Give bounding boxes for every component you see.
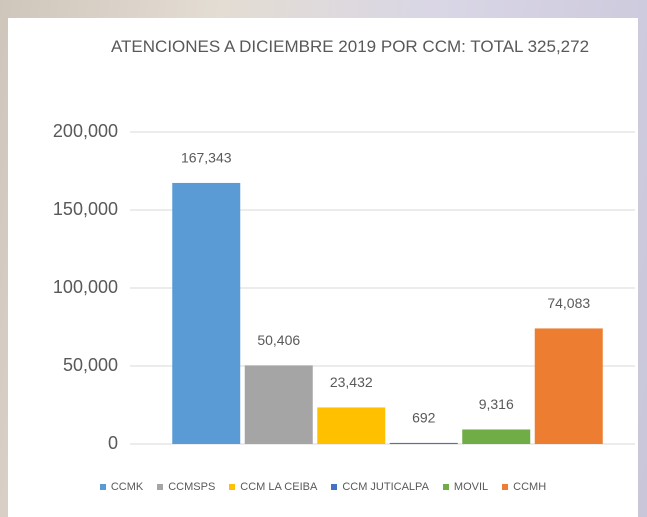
legend-swatch (100, 484, 106, 490)
y-tick-label: 0 (108, 433, 118, 453)
bar (390, 443, 458, 444)
bar (245, 365, 313, 444)
legend-swatch (157, 484, 163, 490)
legend-label: CCMSPS (168, 481, 215, 493)
legend-item: CCM LA CEIBA (229, 481, 317, 493)
data-label: 23,432 (330, 374, 373, 390)
legend-swatch (331, 484, 337, 490)
legend-item: CCMK (100, 481, 143, 493)
data-label: 167,343 (181, 150, 232, 166)
y-tick-label: 100,000 (53, 277, 118, 297)
page: 0 50,000 100,000 150,000 200,000 167,343 50,40… (0, 0, 647, 517)
legend-label: CCM JUTICALPA (342, 481, 429, 493)
data-label: 50,406 (257, 332, 300, 348)
bar (172, 183, 240, 444)
legend-swatch (443, 484, 449, 490)
data-label: 9,316 (479, 396, 514, 412)
legend: CCMK CCMSPS CCM LA CEIBA CCM JUTICALPA MOVIL… (8, 481, 638, 493)
bar (462, 429, 530, 444)
y-tick-label: 200,000 (53, 121, 118, 141)
data-label: 74,083 (547, 295, 590, 311)
legend-item: CCM JUTICALPA (331, 481, 429, 493)
chart-title: ATENCIONES A DICIEMBRE 2019 POR CCM: TOT… (90, 30, 610, 64)
data-label: 692 (412, 410, 436, 426)
legend-label: CCMH (513, 481, 546, 493)
y-tick-label: 50,000 (63, 355, 118, 375)
legend-item: MOVIL (443, 481, 488, 493)
y-tick-label: 150,000 (53, 199, 118, 219)
legend-label: MOVIL (454, 481, 488, 493)
legend-item: CCMH (502, 481, 546, 493)
legend-swatch (502, 484, 508, 490)
legend-label: CCM LA CEIBA (240, 481, 317, 493)
chart: 0 50,000 100,000 150,000 200,000 167,343 50,40… (0, 0, 647, 517)
bar (535, 328, 603, 444)
legend-item: CCMSPS (157, 481, 215, 493)
legend-label: CCMK (111, 481, 143, 493)
bar (317, 407, 385, 444)
legend-swatch (229, 484, 235, 490)
